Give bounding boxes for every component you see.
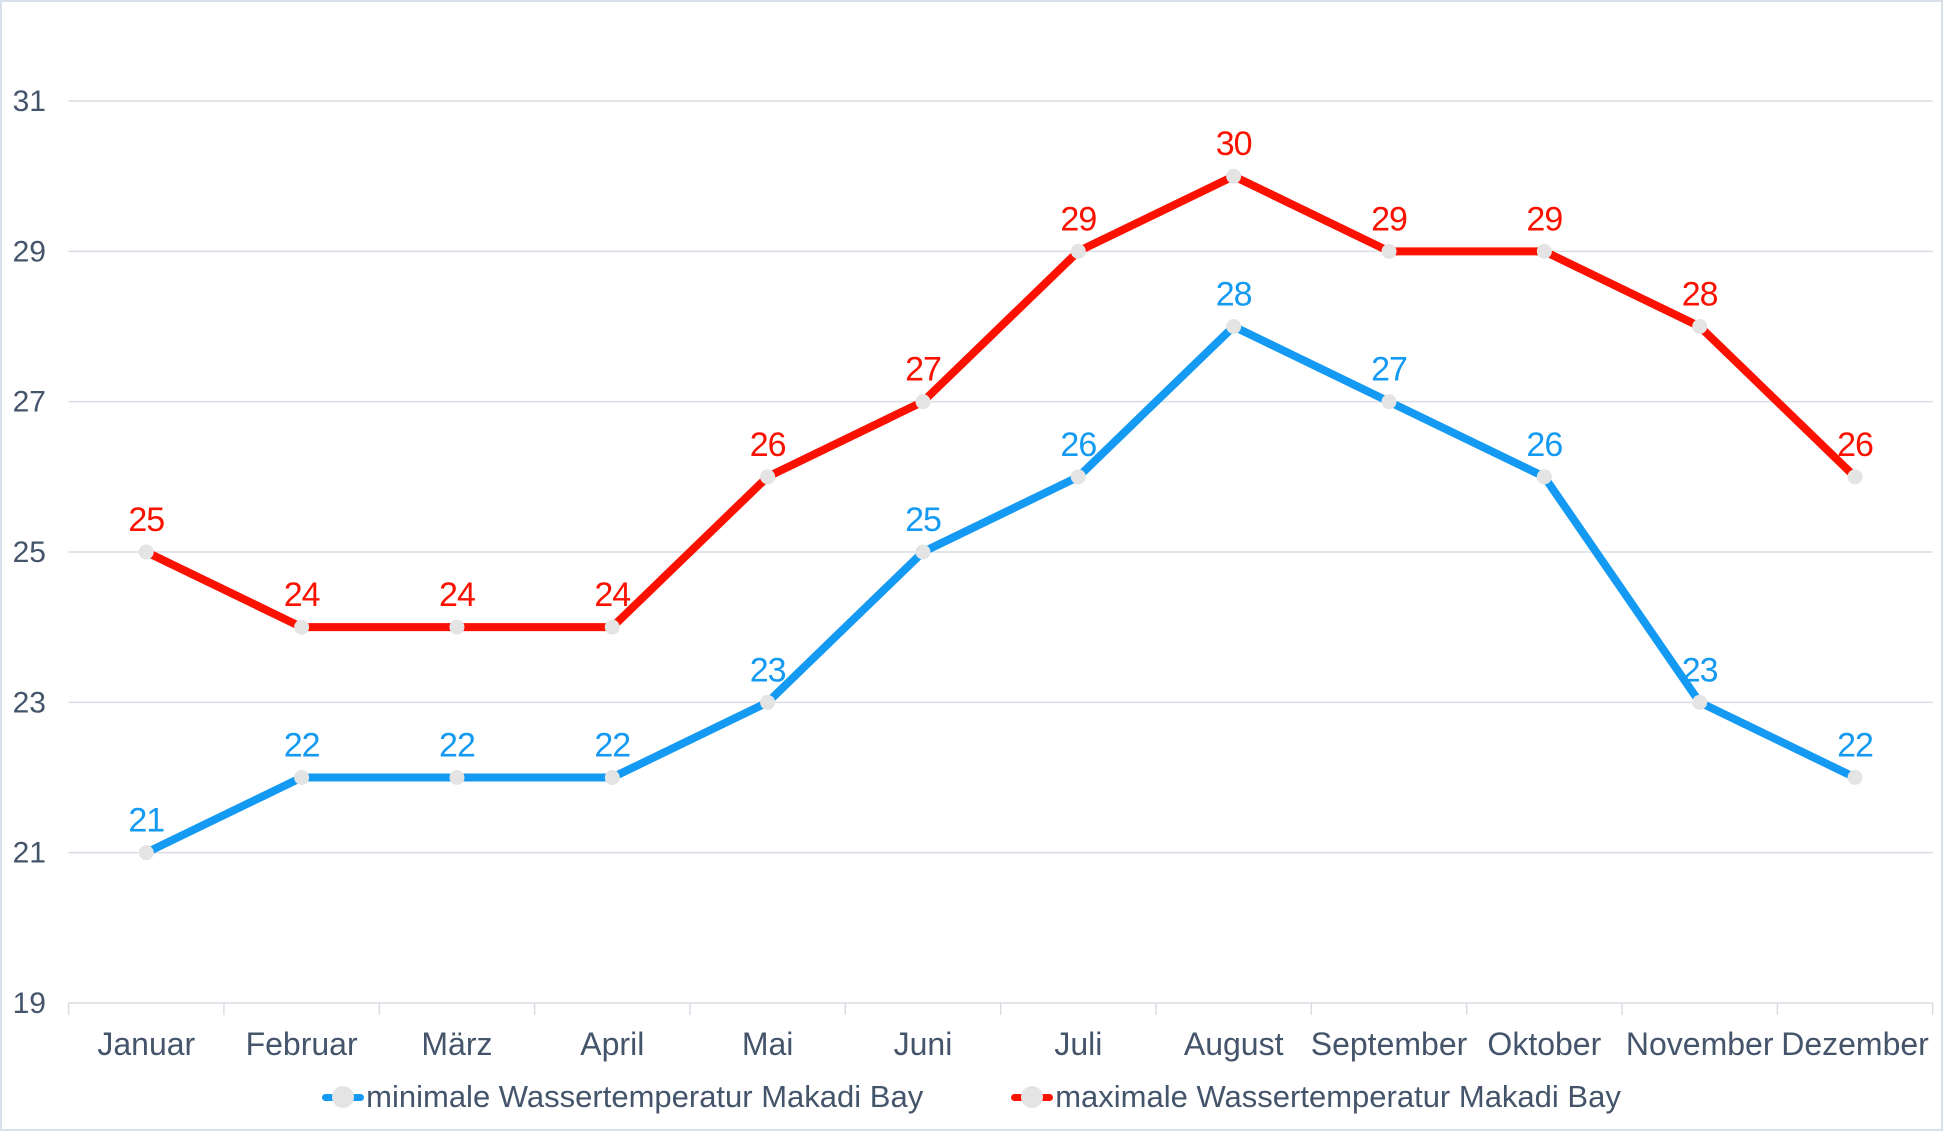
data-label: 24 [284,576,320,614]
point-marker [449,770,465,785]
data-label: 26 [1837,426,1873,464]
data-label: 30 [1216,125,1252,163]
min-series-legend-marker [322,1086,365,1108]
data-label: 26 [750,426,786,464]
data-label: 22 [1837,727,1873,765]
point-marker [1692,319,1708,334]
point-marker [915,394,931,410]
x-axis-label: November [1626,1026,1774,1062]
data-label: 24 [594,576,630,614]
point-markers [138,168,1863,861]
point-marker [1070,469,1086,485]
legend: minimale Wassertemperatur Makadi Bay max… [2,1074,1941,1120]
point-marker [1847,469,1863,485]
y-axis-label: 27 [13,386,46,419]
x-axis-label: Februar [246,1026,358,1062]
point-marker [1536,469,1552,485]
data-label: 22 [594,727,630,765]
point-marker [760,694,776,710]
point-marker [604,619,620,635]
x-axis-labels: Januar Februar März April Mai Juni Juli August S… [97,1026,1929,1062]
data-label: 28 [1682,276,1718,314]
point-marker [449,619,465,635]
legend-item-max: maximale Wassertemperatur Makadi Bay [1011,1079,1621,1115]
x-axis-label: Oktober [1487,1026,1601,1062]
point-marker [1070,243,1086,259]
y-axis-label: 25 [13,536,46,569]
data-label: 27 [905,351,941,389]
x-axis-label: Januar [97,1026,195,1062]
series-line-min [142,322,1860,857]
x-axis-label: Juli [1054,1026,1102,1062]
point-marker-icon [332,1086,355,1108]
data-label: 25 [905,501,941,539]
x-axis-label: September [1311,1026,1468,1062]
x-axis-label: April [580,1026,644,1062]
legend-item-min: minimale Wassertemperatur Makadi Bay [322,1079,923,1115]
x-axis-label: Mai [742,1026,794,1062]
point-marker [294,770,310,785]
data-label: 23 [1682,651,1718,689]
point-marker [138,845,154,861]
point-marker [1847,770,1863,785]
x-axis-ticks [67,1003,1934,1015]
point-marker [915,544,931,560]
y-axis-labels: 19 21 23 25 27 29 31 [13,85,46,1020]
legend-label-min: minimale Wassertemperatur Makadi Bay [366,1079,924,1114]
x-axis-label: August [1184,1026,1284,1062]
data-label: 24 [439,576,475,614]
x-axis-label: März [421,1026,492,1062]
point-marker [1381,243,1397,259]
point-marker [138,544,154,560]
series-line-max [142,172,1860,632]
legend-label-max: maximale Wassertemperatur Makadi Bay [1055,1079,1621,1114]
data-label: 29 [1371,200,1407,238]
point-marker [1226,168,1242,184]
point-marker [604,770,620,785]
max-series-legend-marker [1011,1086,1054,1108]
point-marker-icon [1021,1086,1044,1108]
data-label: 22 [439,727,475,765]
point-marker [1692,694,1708,710]
data-label: 26 [1060,426,1096,464]
data-label: 27 [1371,351,1407,389]
data-labels: 21 22 22 22 23 25 26 28 27 26 23 22 25 24 24 24 26 27 29 30… [128,125,1874,840]
x-axis-label: Dezember [1781,1026,1929,1062]
point-marker [294,619,310,635]
x-axis-label: Juni [894,1026,953,1062]
line-chart: 19 21 23 25 27 29 31 Januar Februar März April Mai… [13,85,1934,1062]
y-axis-label: 29 [13,235,46,268]
series-lines [142,172,1860,857]
gridlines [68,100,1933,1004]
data-label: 26 [1526,426,1562,464]
data-label: 22 [284,727,320,765]
y-axis-label: 21 [13,837,46,870]
y-axis-label: 19 [13,987,46,1020]
point-marker [1226,319,1242,334]
data-label: 29 [1526,200,1562,238]
point-marker [1536,243,1552,259]
data-label: 23 [750,651,786,689]
point-marker [1381,394,1397,410]
data-label: 29 [1060,200,1096,238]
data-label: 25 [128,501,164,539]
point-marker [760,469,776,485]
y-axis-label: 23 [13,686,46,719]
data-label: 21 [128,802,164,840]
data-label: 28 [1216,276,1252,314]
y-axis-label: 31 [13,85,46,118]
